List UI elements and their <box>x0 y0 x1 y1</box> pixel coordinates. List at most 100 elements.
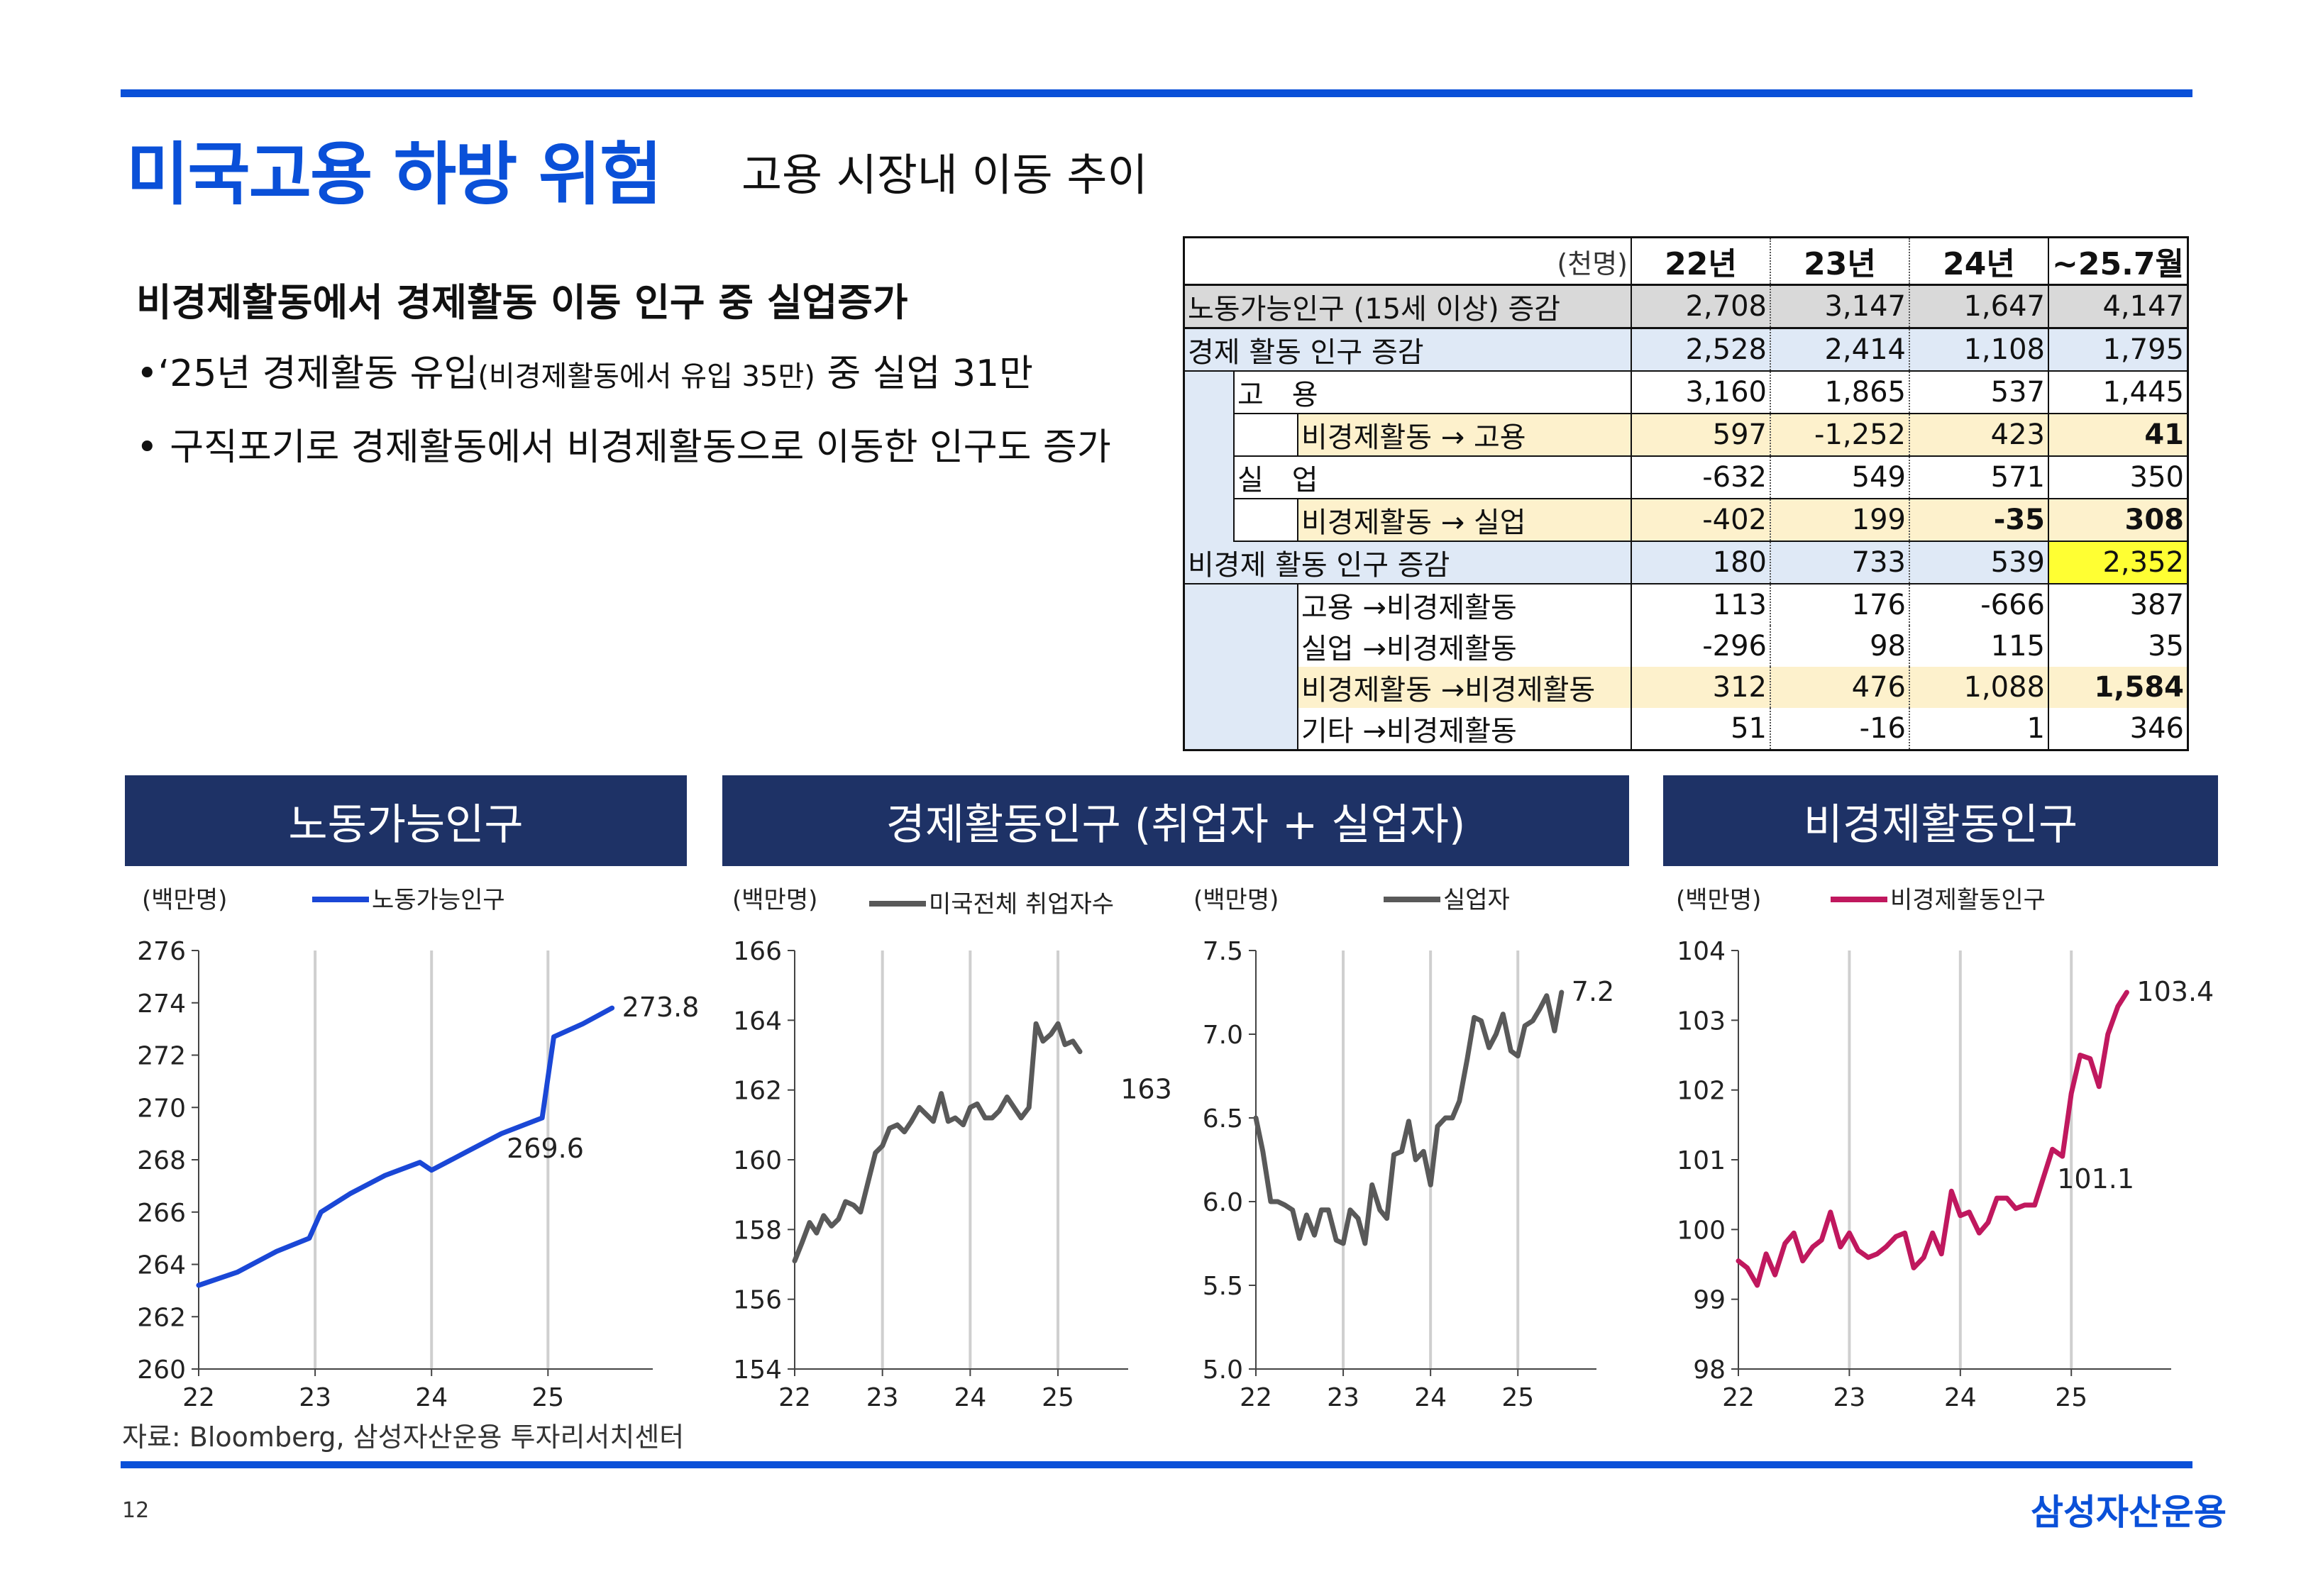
table-cell: 35 <box>2048 626 2187 667</box>
table-cell: 423 <box>1909 414 2048 457</box>
table-col-header: 23년 <box>1770 238 1909 286</box>
series-line <box>1736 990 2129 1288</box>
legend-label: 실업자 <box>1443 886 1510 914</box>
unit-label: (백만명) <box>1193 886 1279 914</box>
y-tick-label: 270 <box>137 1094 186 1123</box>
top-accent-bar <box>121 89 2192 97</box>
table-cell: 2,414 <box>1770 328 1909 372</box>
x-tick-label: 22 <box>182 1383 215 1412</box>
data-label: 269.6 <box>507 1133 584 1164</box>
y-tick-label: 262 <box>137 1303 186 1332</box>
data-label: 163 <box>1120 1074 1172 1105</box>
row-label: 비경제 활동 인구 증감 <box>1185 541 1631 584</box>
table-row: 실업 →비경제활동 -296 98 115 35 <box>1185 626 2187 667</box>
table-cell: 1,108 <box>1909 328 2048 372</box>
y-tick-label: 6.0 <box>1203 1188 1243 1217</box>
indent-cell <box>1234 414 1298 457</box>
x-tick-label: 25 <box>2055 1383 2087 1412</box>
table-cell-highlight: 2,352 <box>2048 541 2187 584</box>
table-cell: 4,147 <box>2048 284 2187 329</box>
bullet-1-small: (비경제활동에서 유입 35만) <box>478 360 815 393</box>
table-cell: 571 <box>1909 456 2048 499</box>
page-number: 12 <box>122 1498 150 1523</box>
table-cell: 51 <box>1631 708 1770 749</box>
y-tick-label: 158 <box>733 1216 782 1245</box>
table-row: 고 용 3,160 1,865 537 1,445 <box>1185 371 2187 541</box>
table-cell: -16 <box>1770 708 1909 749</box>
y-tick-label: 98 <box>1693 1356 1726 1385</box>
table-cell: 537 <box>1909 371 2048 414</box>
y-tick-label: 162 <box>733 1077 782 1106</box>
table-cell: -402 <box>1631 499 1770 542</box>
table-cell: 476 <box>1770 667 1909 708</box>
table-row: 경제 활동 인구 증감 2,528 2,414 1,108 1,795 <box>1185 328 2187 372</box>
table-row: 비경제 활동 인구 증감 180 733 539 2,352 <box>1185 541 2187 584</box>
y-tick-label: 160 <box>733 1146 782 1175</box>
table-cell: 41 <box>2048 414 2187 457</box>
panel-header-labor: 노동가능인구 <box>125 775 687 866</box>
series-line <box>1253 990 1565 1246</box>
table-cell: 597 <box>1631 414 1770 457</box>
table-cell: 176 <box>1770 584 1909 626</box>
table-cell: 1,865 <box>1770 371 1909 414</box>
indent-cell <box>1234 499 1298 542</box>
table-cell: -1,252 <box>1770 414 1909 457</box>
row-label: 비경제활동 → 고용 <box>1298 414 1631 457</box>
panel-header-inactive: 비경제활동인구 <box>1663 775 2218 866</box>
y-tick-label: 7.5 <box>1203 937 1243 966</box>
table-cell: 346 <box>2048 708 2187 749</box>
table-cell: -666 <box>1909 584 2048 626</box>
row-label: 경제 활동 인구 증감 <box>1185 328 1631 372</box>
unit-label: (백만명) <box>1676 886 1761 914</box>
table-row: 고용 →비경제활동 113 176 -666 387 <box>1185 584 2187 749</box>
lead-text: 비경제활동에서 경제활동 이동 인구 중 실업증가 <box>136 280 908 325</box>
table-row: 비경제활동 → 고용 597 -1,252 423 41 <box>1185 414 2187 457</box>
table-cell: 1,647 <box>1909 284 2048 329</box>
y-tick-label: 104 <box>1677 937 1726 966</box>
table-cell: 350 <box>2048 456 2187 499</box>
table-cell: -296 <box>1631 626 1770 667</box>
table-row: 비경제활동 → 실업 -402 199 -35 308 <box>1185 499 2187 542</box>
data-label: 103.4 <box>2136 976 2214 1007</box>
x-tick-label: 23 <box>866 1383 899 1412</box>
table-cell: 1,088 <box>1909 667 2048 708</box>
y-tick-label: 99 <box>1693 1286 1726 1315</box>
x-tick-label: 25 <box>531 1383 564 1412</box>
table-cell: 733 <box>1770 541 1909 584</box>
bullet-1-tail: 중 실업 31만 <box>815 353 1033 395</box>
y-tick-label: 156 <box>733 1286 782 1315</box>
legend-label: 미국전체 취업자수 <box>929 890 1114 919</box>
flow-table: (천명) 22년 23년 24년 ~25.7월 노동가능인구 (15세 이상) … <box>1183 236 2189 751</box>
indent-cell <box>1185 584 1298 749</box>
bullet-2: • 구직포기로 경제활동에서 비경제활동으로 이동한 인구도 증가 <box>136 426 1111 469</box>
legend-label: 비경제활동인구 <box>1890 886 2046 914</box>
x-tick-label: 25 <box>1042 1383 1074 1412</box>
table-cell: 1,445 <box>2048 371 2187 414</box>
y-tick-label: 154 <box>733 1356 782 1385</box>
table-cell: 115 <box>1909 626 2048 667</box>
x-tick-label: 24 <box>1944 1383 1977 1412</box>
table-col-header: 22년 <box>1631 238 1770 286</box>
table-cell: 3,147 <box>1770 284 1909 329</box>
unit-label: (백만명) <box>142 886 227 914</box>
legend-label: 노동가능인구 <box>372 886 505 914</box>
series-line <box>792 1021 1083 1264</box>
chart-labor-force: (백만명) 노동가능인구 276 274 272 270 268 266 264 262 26022… <box>137 886 699 1412</box>
table-row: 실 업 -632 549 571 350 <box>1185 456 2187 499</box>
x-tick-label: 23 <box>1833 1383 1866 1412</box>
y-tick-label: 264 <box>137 1251 186 1280</box>
y-tick-label: 274 <box>137 990 186 1019</box>
panel-header-active: 경제활동인구 (취업자 + 실업자) <box>722 775 1629 866</box>
y-tick-label: 5.0 <box>1203 1356 1243 1385</box>
y-tick-label: 5.5 <box>1203 1272 1243 1301</box>
table-col-header: ~25.7월 <box>2048 238 2187 286</box>
y-tick-label: 103 <box>1677 1007 1726 1036</box>
table-col-header: 24년 <box>1909 238 2048 286</box>
y-tick-label: 102 <box>1677 1077 1726 1106</box>
y-tick-label: 260 <box>137 1356 186 1385</box>
table-cell: 2,528 <box>1631 328 1770 372</box>
row-label: 기타 →비경제활동 <box>1301 715 1517 748</box>
y-tick-label: 6.5 <box>1203 1104 1243 1134</box>
